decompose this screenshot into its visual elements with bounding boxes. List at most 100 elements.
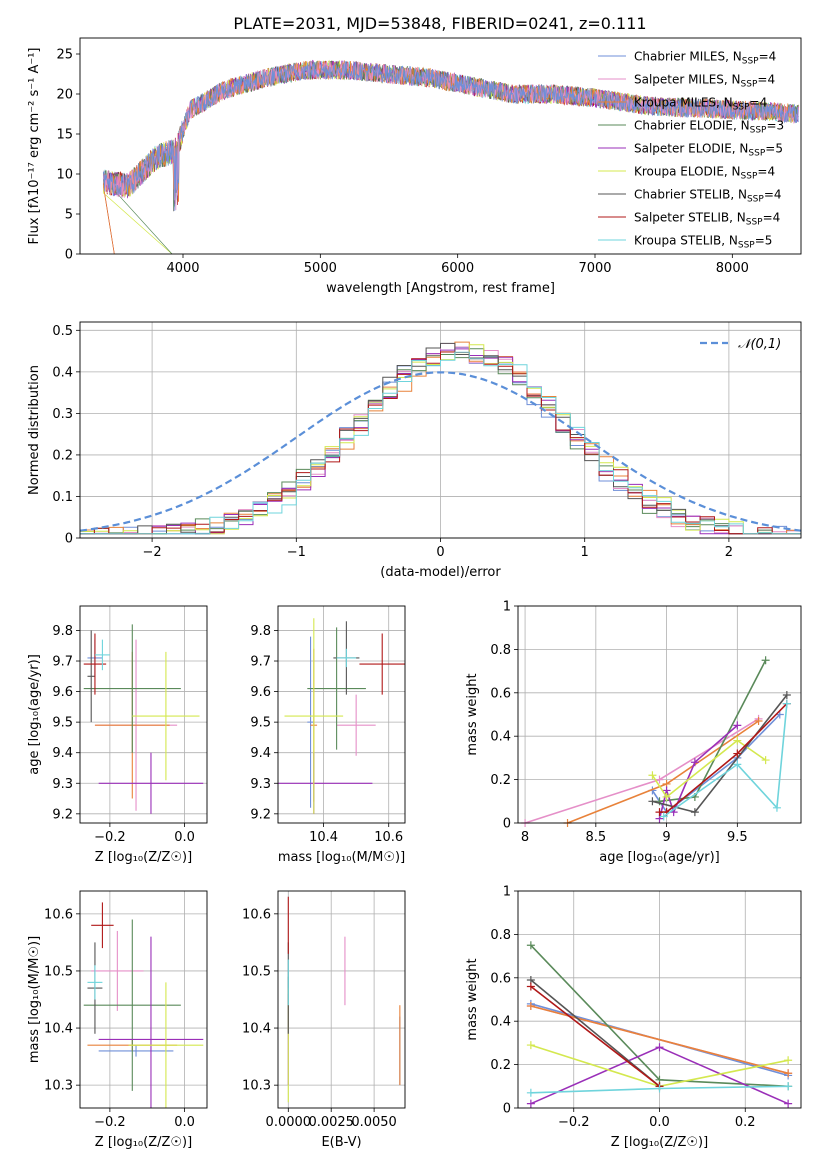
- y-tick-label: 0.6: [490, 686, 511, 701]
- axes-frame: [79, 321, 802, 539]
- mass-vs-metallicity-panel: −0.2 0.0 10.3 10.4 10.5 10.6 Z [log₁₀(Z/Z☉)] ma…: [27, 890, 208, 1150]
- axes-frame: [277, 605, 406, 824]
- x-tick-label: 8000: [716, 261, 749, 276]
- weight-marker: [526, 1002, 535, 1011]
- weight-marker: [655, 775, 664, 784]
- weight-line: [651, 739, 767, 799]
- y-tick-label: 10.3: [242, 1079, 271, 1094]
- weight-marker: [526, 1099, 535, 1108]
- weight-marker: [761, 656, 770, 665]
- spectrum-line: [102, 60, 799, 211]
- y-tick-label: 0.4: [490, 1015, 511, 1030]
- x-tick-label: 1: [581, 545, 589, 560]
- weight-marker: [784, 1069, 793, 1078]
- y-tick-label: 0: [65, 248, 73, 263]
- y-axis-label: mass [log₁₀(M/M☉)]: [27, 936, 42, 1063]
- x-axis-label: Z [log₁₀(Z/Z☉)]: [611, 1135, 708, 1150]
- axes-frame: [79, 605, 208, 824]
- weight-marker: [761, 756, 770, 765]
- weight-marker: [655, 1043, 664, 1052]
- y-tick-label: 0.2: [52, 448, 73, 463]
- x-tick-label: 0.0: [649, 1115, 670, 1130]
- y-tick-label: 0.1: [52, 490, 73, 505]
- axes-frame: [277, 890, 406, 1109]
- y-tick-label: 0.5: [52, 324, 73, 339]
- x-tick-label: −1: [287, 545, 306, 560]
- weight-marker: [690, 758, 699, 767]
- weight-marker: [662, 792, 671, 801]
- y-tick-label: 9.2: [52, 807, 73, 822]
- y-tick-label: 9.8: [52, 624, 73, 639]
- x-tick-label: 5000: [304, 261, 337, 276]
- weight-vs-age-panel: 8 8.5 9 9.5 0 0.2 0.4 0.6 0.8 1 age [log₁₀(age/yr)…: [465, 600, 802, 865]
- y-tick-label: 9.8: [250, 624, 271, 639]
- y-tick-label: 15: [56, 128, 73, 143]
- x-axis-label: Z [log₁₀(Z/Z☉)]: [95, 850, 192, 865]
- weight-line: [524, 718, 760, 823]
- weight-marker: [733, 736, 742, 745]
- y-tick-label: 9.6: [52, 685, 73, 700]
- y-tick-label: 9.7: [52, 655, 73, 670]
- x-axis-label: (data-model)/error: [380, 565, 501, 580]
- axes-frame: [79, 890, 208, 1109]
- y-tick-label: 9.2: [250, 807, 271, 822]
- normal-curve: [80, 371, 801, 532]
- x-axis-label: mass [log₁₀(M/M☉)]: [278, 850, 405, 865]
- x-axis-label: age [log₁₀(age/yr)]: [599, 850, 720, 865]
- y-tick-label: 10.6: [44, 907, 73, 922]
- y-tick-label: 0: [503, 817, 511, 832]
- weight-marker: [733, 721, 742, 730]
- y-tick-label: 0.8: [490, 643, 511, 658]
- weight-vs-metallicity-panel: −0.2 0.0 0.2 0 0.2 0.4 0.6 0.8 1 Z [log₁₀(Z/Z☉)] m…: [465, 885, 802, 1150]
- y-tick-label: 1: [503, 885, 511, 900]
- figure-title: PLATE=2031, MJD=53848, FIBERID=0241, z=0…: [233, 14, 646, 33]
- weight-marker: [655, 808, 664, 817]
- y-axis-label: Flux [fλ10⁻¹⁷ erg cm⁻² s⁻¹ A⁻¹]: [27, 48, 42, 245]
- spectrum-line: [102, 60, 799, 211]
- weight-line: [530, 1005, 789, 1075]
- y-tick-label: 10.4: [242, 1022, 271, 1037]
- x-tick-label: 9: [662, 830, 670, 845]
- y-tick-label: 9.4: [52, 746, 73, 761]
- y-tick-label: 0.3: [52, 407, 73, 422]
- y-tick-label: 10.3: [44, 1079, 73, 1094]
- x-tick-label: 0: [436, 545, 444, 560]
- y-tick-label: 0: [65, 532, 73, 547]
- x-tick-label: 8: [521, 830, 529, 845]
- x-tick-label: 4000: [166, 261, 199, 276]
- legend-label: Chabrier MILES, NSSP=4: [634, 50, 776, 67]
- histogram-series: [80, 351, 801, 535]
- legend-label: Salpeter STELIB, NSSP=4: [634, 211, 780, 228]
- x-tick-label: −0.2: [94, 830, 126, 845]
- weight-line: [530, 979, 661, 1087]
- weight-marker: [526, 982, 535, 991]
- y-tick-label: 10: [56, 168, 73, 183]
- y-tick-label: 9.3: [250, 777, 271, 792]
- y-tick-label: 10.4: [44, 1022, 73, 1037]
- weight-line: [659, 659, 767, 803]
- weight-marker: [526, 1088, 535, 1097]
- x-tick-label: 9.5: [727, 830, 748, 845]
- legend-label: Salpeter MILES, NSSP=4: [634, 73, 775, 90]
- x-axis-label: Z [log₁₀(Z/Z☉)]: [95, 1135, 192, 1150]
- x-tick-label: 2: [725, 545, 733, 560]
- y-tick-label: 0.4: [52, 365, 73, 380]
- y-tick-label: 0.6: [490, 971, 511, 986]
- weight-line: [663, 703, 788, 818]
- y-tick-label: 10.5: [44, 964, 73, 979]
- y-axis-label: Normed distribution: [27, 365, 42, 495]
- weight-marker: [733, 749, 742, 758]
- x-tick-label: −0.2: [94, 1115, 126, 1130]
- y-tick-label: 5: [65, 208, 73, 223]
- age-vs-metallicity-panel: −0.2 0.0 9.2 9.3 9.4 9.5 9.6 9.7 9.8 Z [log₁₀(Z/Z…: [27, 605, 208, 865]
- x-tick-label: 7000: [578, 261, 611, 276]
- y-axis-label: mass weight: [465, 958, 480, 1040]
- weight-marker: [648, 797, 657, 806]
- weight-marker: [659, 812, 668, 821]
- legend-label: Salpeter ELODIE, NSSP=5: [634, 142, 783, 159]
- spectrum-legend: Chabrier MILES, NSSP=4 Salpeter MILES, NS…: [598, 50, 784, 251]
- legend-label: 𝒩(0,1): [738, 337, 781, 352]
- y-axis-label: mass weight: [465, 673, 480, 755]
